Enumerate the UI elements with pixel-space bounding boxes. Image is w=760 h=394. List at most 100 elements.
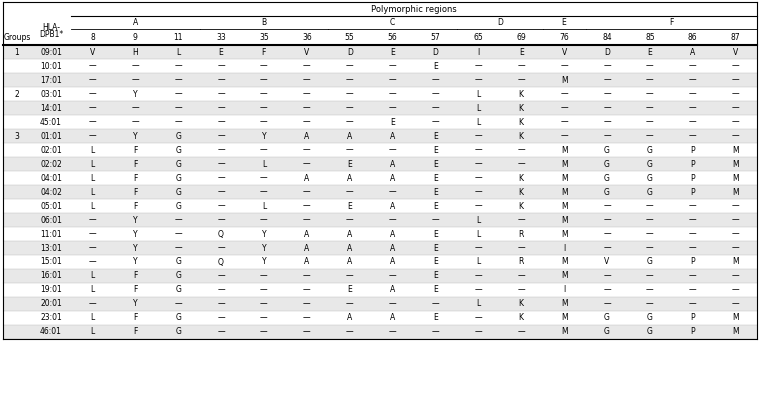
Text: 04:01: 04:01 xyxy=(40,173,62,182)
Text: K: K xyxy=(518,104,524,113)
Text: —: — xyxy=(346,271,353,281)
Text: —: — xyxy=(217,89,225,98)
Bar xyxy=(3,129,757,143)
Text: L: L xyxy=(90,145,94,154)
Text: —: — xyxy=(89,117,97,126)
Text: 11: 11 xyxy=(173,32,183,41)
Text: E: E xyxy=(219,48,223,56)
Text: 01:01: 01:01 xyxy=(40,132,62,141)
Text: —: — xyxy=(560,61,568,71)
Text: G: G xyxy=(604,327,610,336)
Text: —: — xyxy=(89,299,97,309)
Text: —: — xyxy=(89,76,97,84)
Text: B: B xyxy=(261,18,267,27)
Text: —: — xyxy=(89,104,97,113)
Text: A: A xyxy=(390,160,395,169)
Text: G: G xyxy=(604,188,610,197)
Text: F: F xyxy=(133,327,138,336)
Text: —: — xyxy=(689,201,696,210)
Text: —: — xyxy=(732,117,739,126)
Text: 16:01: 16:01 xyxy=(40,271,62,281)
Text: G: G xyxy=(647,327,653,336)
Text: —: — xyxy=(646,243,654,253)
Text: E: E xyxy=(433,173,438,182)
Text: G: G xyxy=(647,188,653,197)
Bar xyxy=(3,101,757,115)
Text: —: — xyxy=(346,117,353,126)
Text: —: — xyxy=(174,229,182,238)
Text: G: G xyxy=(176,188,181,197)
Text: —: — xyxy=(518,76,525,84)
Text: —: — xyxy=(217,61,225,71)
Text: P: P xyxy=(690,327,695,336)
Text: —: — xyxy=(260,145,268,154)
Text: —: — xyxy=(732,132,739,141)
Text: L: L xyxy=(477,299,480,309)
Bar xyxy=(3,241,757,255)
Text: A: A xyxy=(347,243,353,253)
Text: —: — xyxy=(603,104,611,113)
Text: —: — xyxy=(131,76,139,84)
Text: 2: 2 xyxy=(14,89,19,98)
Text: A: A xyxy=(304,132,309,141)
Text: —: — xyxy=(346,299,353,309)
Text: A: A xyxy=(390,314,395,323)
Text: —: — xyxy=(389,327,397,336)
Text: I: I xyxy=(563,243,565,253)
Text: —: — xyxy=(689,61,696,71)
Text: —: — xyxy=(646,299,654,309)
Text: M: M xyxy=(561,229,568,238)
Text: —: — xyxy=(217,286,225,294)
Text: —: — xyxy=(89,132,97,141)
Bar xyxy=(3,73,757,87)
Text: G: G xyxy=(176,314,181,323)
Text: M: M xyxy=(561,201,568,210)
Text: A: A xyxy=(304,243,309,253)
Text: M: M xyxy=(732,314,739,323)
Text: 56: 56 xyxy=(388,32,397,41)
Bar xyxy=(3,45,757,59)
Text: 85: 85 xyxy=(645,32,654,41)
Text: —: — xyxy=(646,286,654,294)
Text: K: K xyxy=(518,132,524,141)
Text: G: G xyxy=(176,173,181,182)
Text: —: — xyxy=(217,216,225,225)
Text: —: — xyxy=(346,327,353,336)
Text: K: K xyxy=(518,188,524,197)
Text: L: L xyxy=(90,160,94,169)
Text: —: — xyxy=(518,286,525,294)
Text: —: — xyxy=(603,76,611,84)
Text: G: G xyxy=(176,132,181,141)
Text: E: E xyxy=(347,160,352,169)
Text: —: — xyxy=(518,327,525,336)
Text: —: — xyxy=(389,216,397,225)
Text: K: K xyxy=(518,173,524,182)
Text: G: G xyxy=(604,145,610,154)
Text: HLA-: HLA- xyxy=(42,22,60,32)
Text: —: — xyxy=(560,117,568,126)
Text: F: F xyxy=(133,271,138,281)
Text: DPB1*: DPB1* xyxy=(39,30,63,39)
Text: E: E xyxy=(433,243,438,253)
Text: —: — xyxy=(474,314,482,323)
Text: —: — xyxy=(474,271,482,281)
Text: P: P xyxy=(690,188,695,197)
Text: —: — xyxy=(217,104,225,113)
Text: I: I xyxy=(563,286,565,294)
Text: P: P xyxy=(690,258,695,266)
Text: 9: 9 xyxy=(133,32,138,41)
Text: Y: Y xyxy=(133,243,138,253)
Text: —: — xyxy=(603,243,611,253)
Text: —: — xyxy=(432,76,439,84)
Text: Groups: Groups xyxy=(3,32,30,41)
Text: —: — xyxy=(217,188,225,197)
Text: —: — xyxy=(560,89,568,98)
Text: M: M xyxy=(561,160,568,169)
Text: E: E xyxy=(433,271,438,281)
Text: —: — xyxy=(474,132,482,141)
Text: —: — xyxy=(389,299,397,309)
Bar xyxy=(3,269,757,283)
Text: —: — xyxy=(217,173,225,182)
Text: E: E xyxy=(433,229,438,238)
Text: —: — xyxy=(303,188,311,197)
